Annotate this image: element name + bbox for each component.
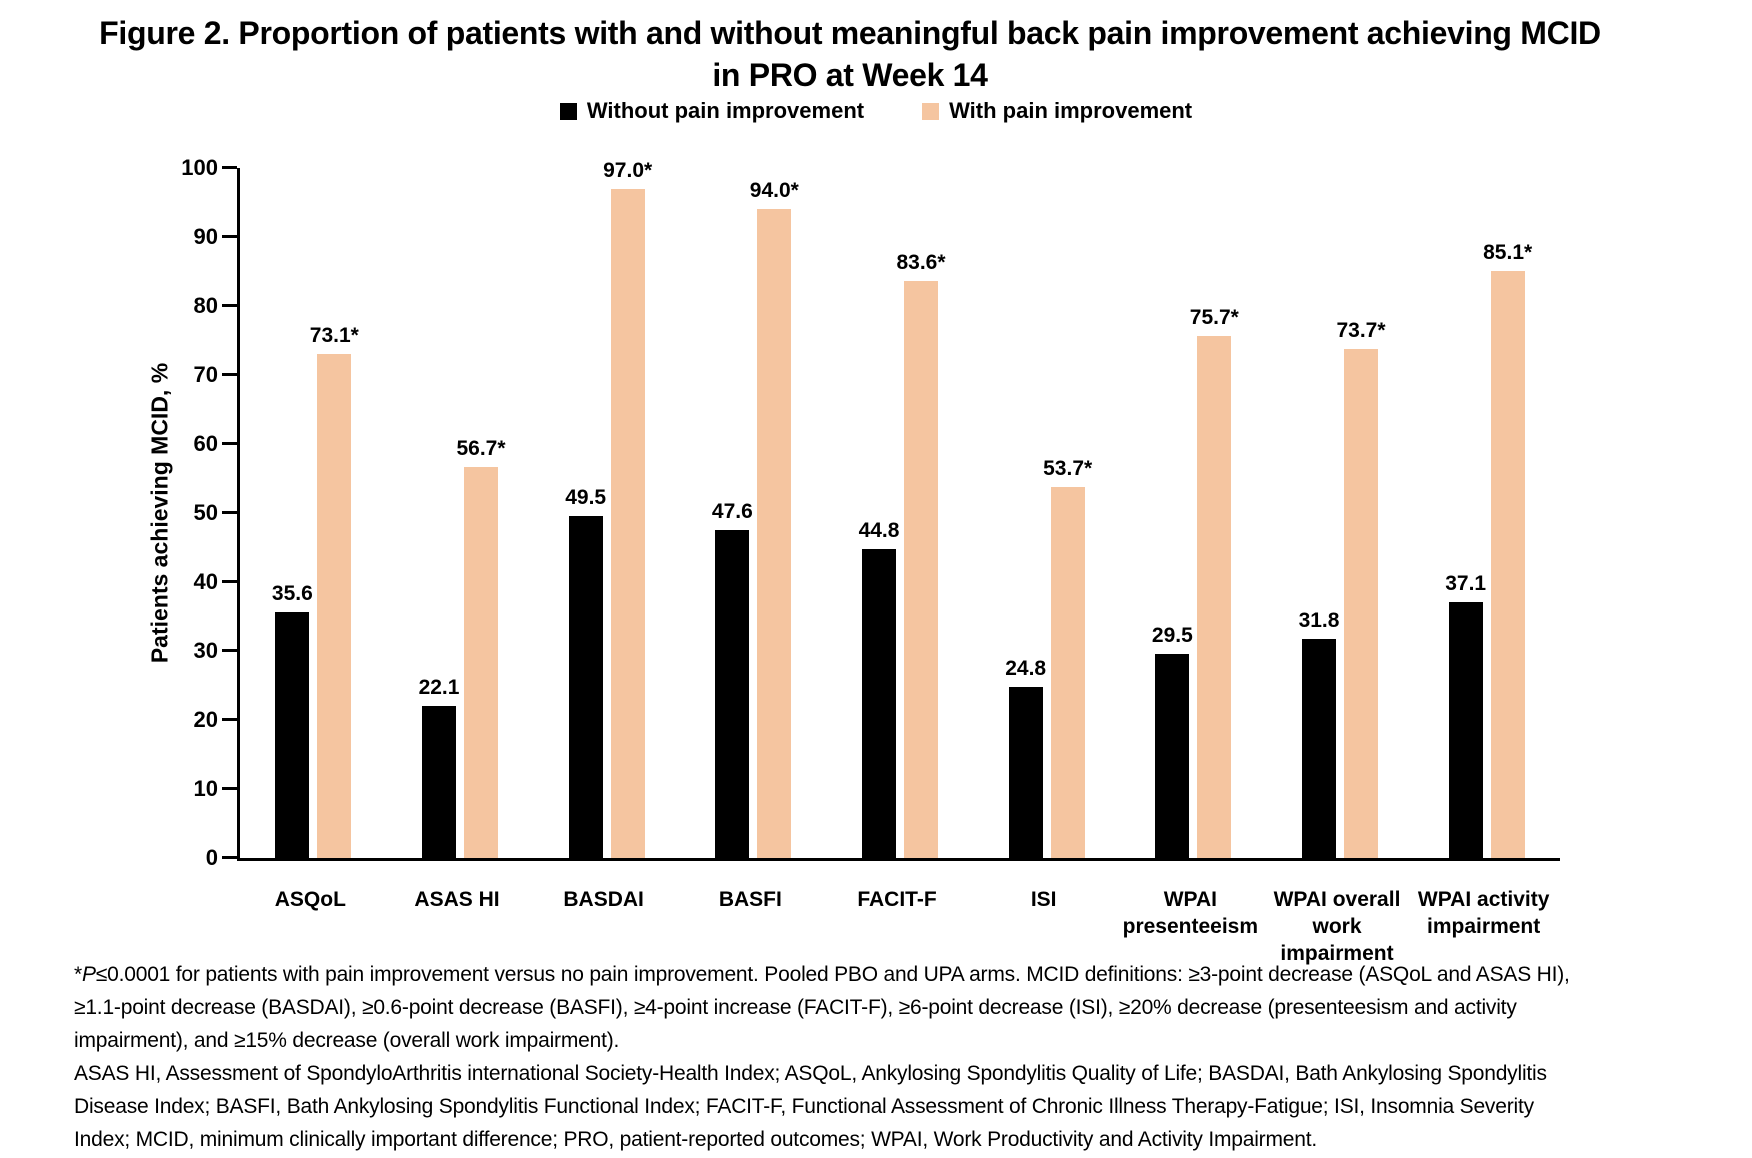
figure-title-line1: Figure 2. Proportion of patients with an…: [99, 15, 1601, 51]
y-tick-label: 90: [193, 224, 218, 249]
bar-value-label: 37.1: [1445, 572, 1487, 595]
footnote-abbreviations: ASAS HI, Assessment of SpondyloArthritis…: [74, 1062, 1547, 1151]
bar-with-pain-improvement: [1490, 271, 1525, 858]
bar-with-pain-improvement: [610, 189, 645, 858]
footnote-definitions-text: ≤0.0001 for patients with pain improveme…: [74, 963, 1570, 1052]
bar-value-label: 83.6*: [896, 251, 946, 274]
legend-item-without-pain-improvement: Without pain improvement: [559, 98, 865, 124]
bar-with-pain-improvement: [1344, 349, 1378, 858]
x-axis-label: BASDAI: [522, 886, 686, 913]
bar-value-label: 24.8: [1005, 657, 1047, 680]
y-tick-label: 100: [181, 155, 218, 180]
y-tick-label: 10: [193, 776, 218, 801]
y-tick-mark: [222, 166, 237, 169]
bar-with-pain-improvement: [317, 354, 352, 858]
y-tick-label: 30: [193, 638, 218, 663]
x-axis-label-line: impairment: [1427, 915, 1541, 938]
x-axis-label: WPAI activity impairment: [1402, 886, 1566, 940]
footnote-asterisk: *: [74, 963, 82, 986]
bar-with-pain-improvement: [757, 209, 792, 858]
bar-with-pain-improvement: [904, 281, 938, 858]
bar-value-label: 49.5: [565, 486, 607, 509]
x-axis-label: ISI: [962, 886, 1126, 913]
legend-swatch-icon: [922, 102, 940, 120]
y-tick-mark: [222, 373, 237, 376]
x-axis-label-line: BASDAI: [563, 888, 644, 911]
legend-label: Without pain improvement: [586, 98, 865, 123]
x-axis-label: ASAS HI: [375, 886, 539, 913]
x-axis-label-line: presenteeism: [1122, 915, 1259, 938]
y-tick-mark: [222, 856, 237, 859]
figure-title: Figure 2. Proportion of patients with an…: [0, 12, 1700, 96]
bar-value-label: 31.8: [1298, 609, 1340, 632]
bar-value-label: 47.6: [711, 500, 753, 523]
bar-without-pain-improvement: [1448, 602, 1483, 858]
bar-value-label: 22.1: [418, 676, 460, 699]
plot-area: 35.6 73.1* 22.1 56.7* 49.5 97.0* 47.6 94.0* 44.8…: [237, 159, 1560, 861]
bar-value-label: 94.0*: [749, 179, 799, 202]
y-tick-mark: [222, 235, 237, 238]
x-axis-label: ASQoL: [228, 886, 392, 913]
figure-title-line2: in PRO at Week 14: [712, 57, 988, 93]
y-tick-mark: [222, 511, 237, 514]
bar-without-pain-improvement: [1008, 687, 1043, 858]
y-tick-mark: [222, 442, 237, 445]
x-axis-label: WPAI overall work impairment: [1255, 886, 1419, 967]
bar-value-label: 56.7*: [456, 437, 506, 460]
y-tick-label: 0: [205, 845, 218, 870]
bar-without-pain-improvement: [275, 612, 310, 858]
y-tick-label: 80: [193, 293, 218, 318]
bar-value-label: 73.7*: [1336, 319, 1386, 342]
bar-value-label: 44.8: [858, 519, 900, 542]
y-tick-label: 60: [193, 431, 218, 456]
bar-without-pain-improvement: [715, 530, 750, 858]
x-axis-label-line: impairment: [1280, 942, 1394, 965]
y-tick-mark: [222, 304, 237, 307]
bar-with-pain-improvement: [464, 467, 498, 858]
y-tick-mark: [222, 649, 237, 652]
x-axis-label-line: ISI: [1030, 888, 1057, 911]
x-axis-label-line: BASFI: [718, 888, 782, 911]
x-axis-label: FACIT-F: [815, 886, 979, 913]
bar-value-label: 29.5: [1151, 624, 1193, 647]
bar-with-pain-improvement: [1050, 487, 1085, 858]
footnote-pvalue-symbol: P: [81, 963, 96, 986]
bar-without-pain-improvement: [862, 549, 896, 858]
x-axis-label-line: WPAI overall: [1273, 888, 1401, 911]
bar-without-pain-improvement: [1155, 654, 1190, 858]
y-tick-mark: [222, 718, 237, 721]
legend-item-with-pain-improvement: With pain improvement: [922, 98, 1192, 124]
bar-value-label: 75.7*: [1189, 306, 1239, 329]
legend-swatch-icon: [559, 102, 577, 120]
legend-label: With pain improvement: [949, 98, 1193, 123]
footnote-definitions: *P≤0.0001 for patients with pain improve…: [74, 958, 1584, 1057]
x-axis-label: WPAI presenteeism: [1108, 886, 1272, 940]
footnotes: *P≤0.0001 for patients with pain improve…: [74, 958, 1584, 1156]
bar-without-pain-improvement: [1302, 639, 1336, 858]
y-tick-label: 70: [193, 362, 218, 387]
bar-value-label: 35.6: [271, 582, 313, 605]
bar-value-label: 53.7*: [1043, 457, 1093, 480]
x-axis-label-line: FACIT-F: [857, 888, 937, 911]
x-axis-label-line: WPAI: [1163, 888, 1217, 911]
bar-without-pain-improvement: [568, 516, 603, 858]
y-tick-mark: [222, 580, 237, 583]
bar-value-label: 97.0*: [603, 159, 653, 182]
bar-value-label: 73.1*: [309, 324, 359, 347]
x-axis-label-line: WPAI activity: [1417, 888, 1550, 911]
bar-without-pain-improvement: [422, 706, 456, 858]
y-tick-label: 50: [193, 500, 218, 525]
x-axis-label-line: ASAS HI: [414, 888, 500, 911]
bar-with-pain-improvement: [1197, 336, 1232, 858]
y-tick-label: 40: [193, 569, 218, 594]
chart-legend: Without pain improvement With pain improv…: [0, 98, 1752, 124]
x-axis-label-line: ASQoL: [274, 888, 346, 911]
bar-value-label: 85.1*: [1483, 241, 1533, 264]
x-axis-label: BASFI: [668, 886, 832, 913]
y-tick-mark: [222, 787, 237, 790]
x-axis-label-line: work: [1312, 915, 1362, 938]
y-tick-label: 20: [193, 707, 218, 732]
